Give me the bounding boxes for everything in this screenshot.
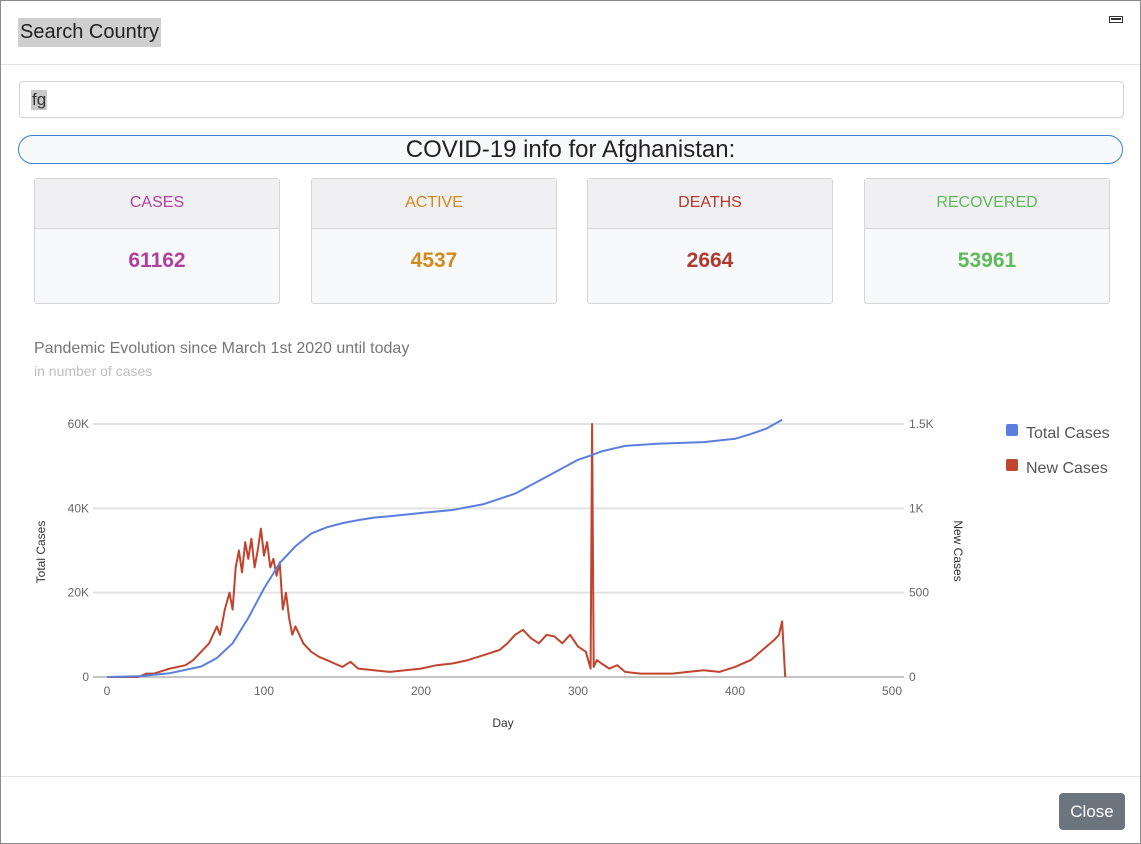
modal-title: Search Country [18,18,161,47]
legend-swatch [1006,459,1018,471]
active-card-label: ACTIVE [312,179,556,229]
deaths-card: DEATHS 2664 [587,178,833,304]
modal-header: Search Country [1,1,1140,65]
chart-title: Pandemic Evolution since March 1st 2020 … [34,340,410,357]
x-axis-label: Day [492,716,513,730]
y-right-tick-label: 1K [909,501,924,515]
x-tick-label: 100 [254,684,274,698]
x-tick-label: 400 [725,684,745,698]
y-right-axis-label: New Cases [951,520,965,581]
recovered-card: RECOVERED 53961 [864,178,1110,304]
legend-entry: New Cases [1026,460,1108,477]
footer-divider [1,776,1140,777]
y-right-tick-label: 500 [909,586,929,600]
search-input-value: fg [31,90,48,110]
y-left-tick-label: 40K [68,501,89,515]
x-tick-label: 200 [411,684,431,698]
active-card: ACTIVE 4537 [311,178,557,304]
legend-entry: Total Cases [1026,425,1110,442]
y-right-tick-label: 0 [909,670,916,684]
y-left-tick-label: 60K [68,417,89,431]
recovered-card-value: 53961 [957,249,1017,272]
y-right-tick-label: 1.5K [909,417,934,431]
country-info-title: COVID-19 info for Afghanistan: [18,135,1123,164]
cases-card-label: CASES [35,179,279,229]
pandemic-evolution-chart: 0 20K 40K 60K 0 500 1K 1.5K 0 100 200 300 400 500 Day T… [34,417,1110,730]
minimize-icon[interactable] [1109,16,1123,23]
y-left-axis-label: Total Cases [34,521,48,584]
x-tick-label: 300 [568,684,588,698]
y-left-tick-label: 0 [82,670,89,684]
recovered-card-label: RECOVERED [865,179,1109,229]
close-button[interactable]: Close [1059,793,1125,830]
active-card-value: 4537 [410,249,458,272]
series-line-total-cases [106,418,783,678]
y-left-tick-label: 20K [68,586,89,600]
country-search-input[interactable] [19,81,1124,118]
series-line-new-cases [107,423,787,678]
cases-card-value: 61162 [128,249,186,272]
deaths-card-value: 2664 [686,249,734,272]
deaths-card-label: DEATHS [588,179,832,229]
legend-swatch [1006,424,1018,436]
cases-card: CASES 61162 [34,178,280,304]
x-tick-label: 500 [882,684,902,698]
x-tick-label: 0 [104,684,111,698]
chart-subtitle: in number of cases [34,363,153,379]
